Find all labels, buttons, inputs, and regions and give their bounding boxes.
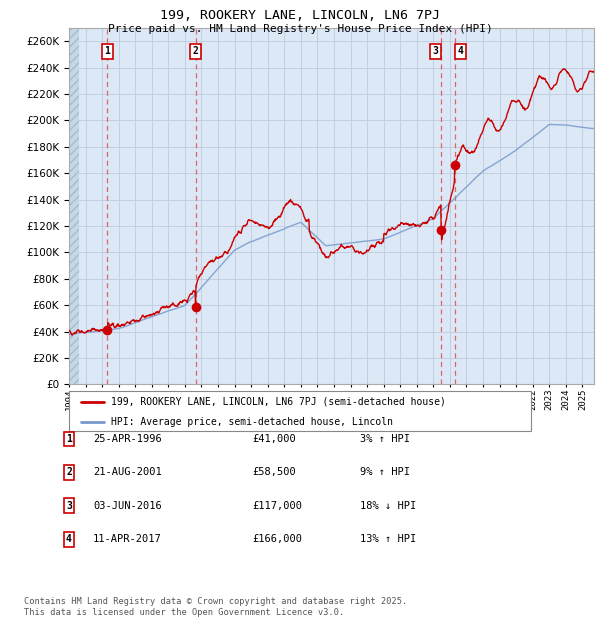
Bar (69, 28, 79, 384)
Text: 9% ↑ HPI: 9% ↑ HPI (360, 467, 410, 477)
Text: 25-APR-1996: 25-APR-1996 (93, 434, 162, 444)
Text: 3: 3 (66, 501, 72, 511)
Text: Price paid vs. HM Land Registry's House Price Index (HPI): Price paid vs. HM Land Registry's House … (107, 24, 493, 33)
Text: £58,500: £58,500 (252, 467, 296, 477)
Text: 03-JUN-2016: 03-JUN-2016 (93, 501, 162, 511)
Text: 13% ↑ HPI: 13% ↑ HPI (360, 534, 416, 544)
Text: 21-AUG-2001: 21-AUG-2001 (93, 467, 162, 477)
Text: 1: 1 (66, 434, 72, 444)
Text: £166,000: £166,000 (252, 534, 302, 544)
Text: 11-APR-2017: 11-APR-2017 (93, 534, 162, 544)
Text: 18% ↓ HPI: 18% ↓ HPI (360, 501, 416, 511)
Text: 4: 4 (66, 534, 72, 544)
Text: 4: 4 (457, 46, 463, 56)
Text: 199, ROOKERY LANE, LINCOLN, LN6 7PJ (semi-detached house): 199, ROOKERY LANE, LINCOLN, LN6 7PJ (sem… (110, 397, 445, 407)
Text: 2: 2 (193, 46, 199, 56)
FancyBboxPatch shape (69, 391, 531, 431)
Text: 3% ↑ HPI: 3% ↑ HPI (360, 434, 410, 444)
Text: Contains HM Land Registry data © Crown copyright and database right 2025.
This d: Contains HM Land Registry data © Crown c… (24, 598, 407, 617)
Text: £41,000: £41,000 (252, 434, 296, 444)
Text: 1: 1 (104, 46, 110, 56)
Text: 199, ROOKERY LANE, LINCOLN, LN6 7PJ: 199, ROOKERY LANE, LINCOLN, LN6 7PJ (160, 9, 440, 22)
Text: 2: 2 (66, 467, 72, 477)
Text: 3: 3 (432, 46, 438, 56)
Text: £117,000: £117,000 (252, 501, 302, 511)
Text: HPI: Average price, semi-detached house, Lincoln: HPI: Average price, semi-detached house,… (110, 417, 392, 427)
